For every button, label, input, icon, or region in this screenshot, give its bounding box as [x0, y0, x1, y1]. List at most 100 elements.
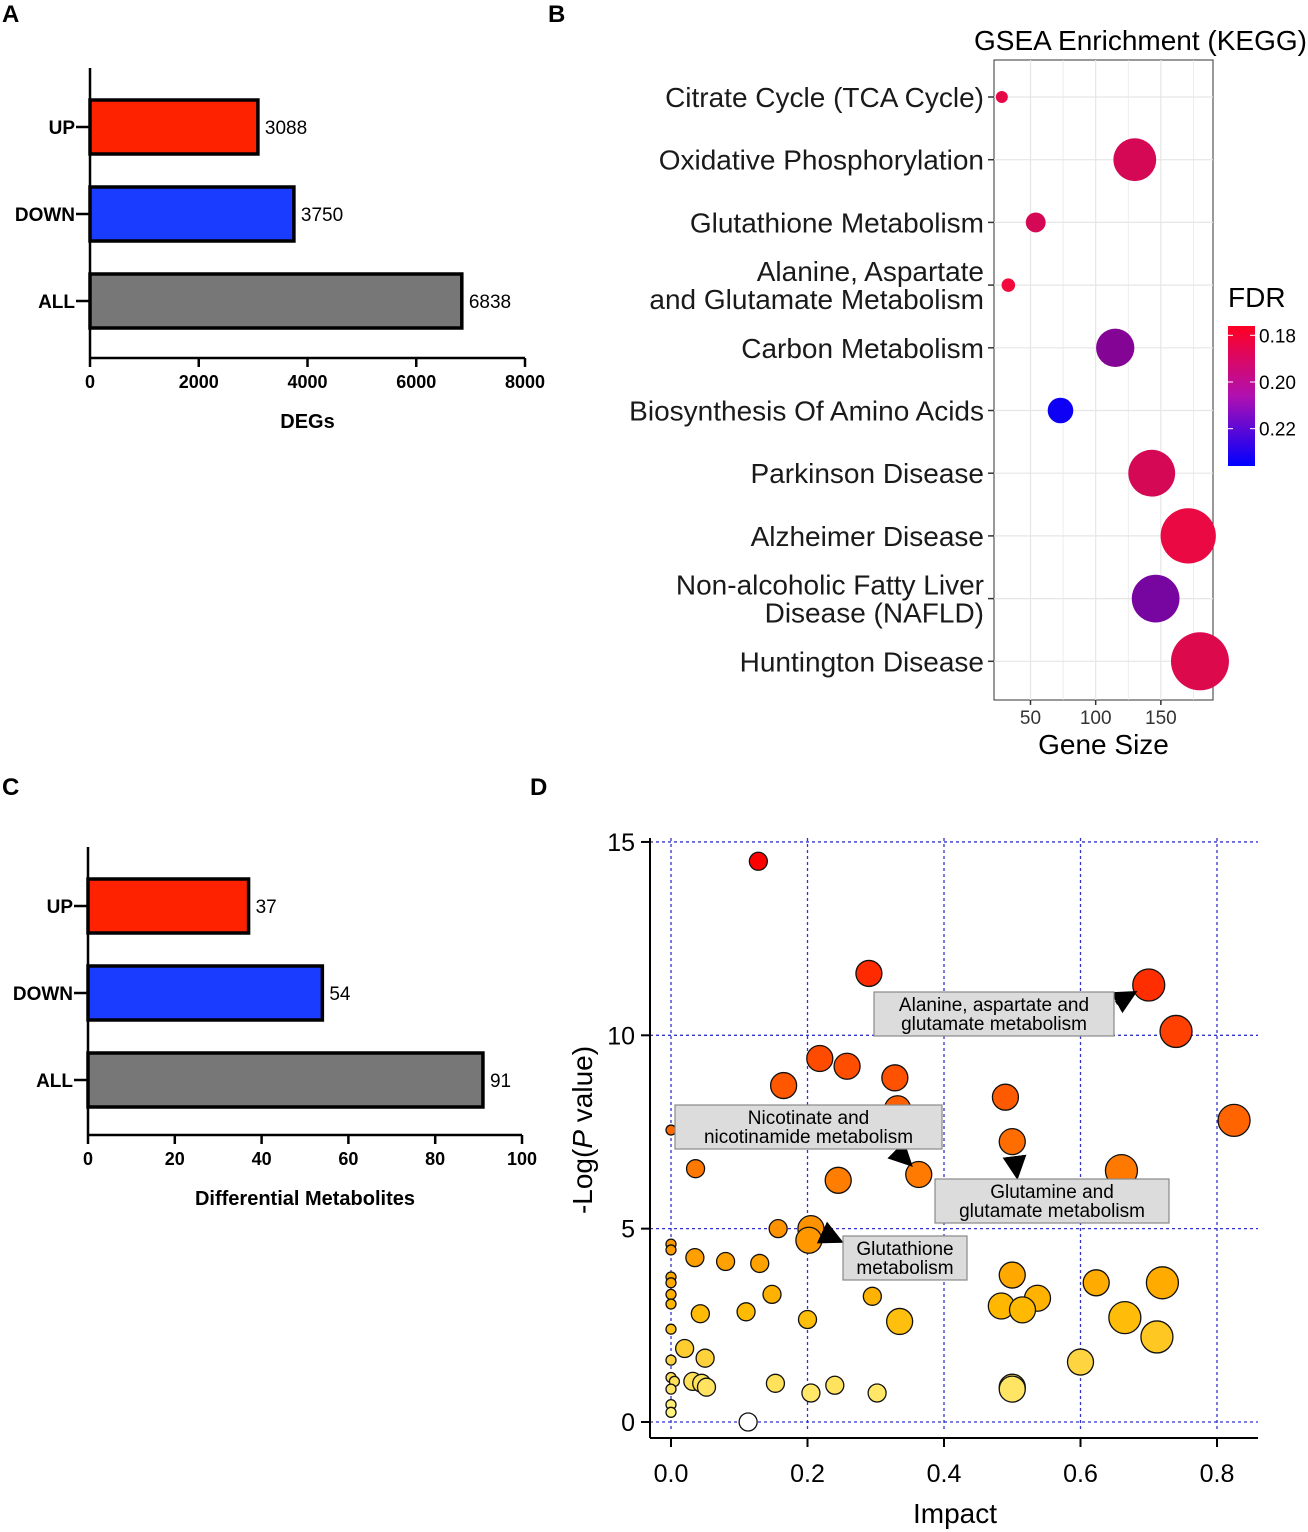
bar-down — [86, 964, 325, 1022]
annotation-text: Nicotinate and — [748, 1108, 869, 1129]
gsea-bubble — [1131, 574, 1180, 623]
metabolite-pathway-point — [769, 1071, 798, 1100]
pathway-label: Disease (NAFLD) — [765, 598, 984, 629]
metabolite-pathway-point — [998, 1375, 1026, 1403]
bar-down — [88, 185, 296, 243]
legend-tick-label: 0.22 — [1259, 420, 1296, 441]
x-tick-label: 0 — [85, 372, 95, 392]
metabolite-pathway-point — [1108, 1300, 1142, 1335]
annotation-box — [674, 1104, 943, 1150]
x-tick-label: 8000 — [505, 372, 545, 392]
x-tick-label: 6000 — [396, 372, 436, 392]
metabolite-pathway-point — [665, 1298, 677, 1310]
bar-all — [86, 1051, 485, 1109]
x-tick-label: 100 — [1080, 708, 1112, 729]
annotation-text: Alanine, aspartate and — [899, 995, 1089, 1016]
panel-letter-c: C — [2, 774, 19, 801]
metabolite-pathway-point — [885, 1307, 914, 1336]
legend-tick-label: 0.20 — [1259, 373, 1296, 394]
annotation-arrow — [1110, 991, 1138, 1014]
metabolite-pathway-point — [695, 1348, 715, 1368]
pathway-label: Oxidative Phosphorylation — [659, 145, 984, 176]
panel-letter-b: B — [548, 1, 565, 28]
category-label: DOWN — [15, 205, 75, 226]
metabolite-pathway-point — [748, 851, 769, 871]
x-tick-label: 2000 — [179, 372, 219, 392]
x-tick-label: 0.8 — [1200, 1460, 1235, 1488]
metabolite-pathway-point — [801, 1383, 821, 1403]
x-tick-label: 0.0 — [654, 1460, 689, 1488]
annotation-text: metabolism — [856, 1258, 953, 1279]
metabolite-pathway-point — [738, 1412, 758, 1432]
bar-value-label: 6838 — [469, 292, 511, 313]
y-tick-label: 0 — [621, 1409, 635, 1437]
x-tick-label: 40 — [252, 1149, 272, 1169]
y-axis-title-part: -Log( — [567, 1148, 598, 1214]
category-label: UP — [49, 118, 76, 139]
pathway-label: Alzheimer Disease — [751, 521, 984, 552]
x-axis-title: Gene Size — [1038, 729, 1169, 760]
y-axis-title-part: P — [567, 1130, 598, 1149]
metabolite-pathway-point — [685, 1248, 705, 1268]
metabolite-pathway-point — [750, 1253, 770, 1274]
x-tick-label: 60 — [338, 1149, 358, 1169]
bar-value-label: 37 — [256, 897, 277, 918]
category-label: UP — [47, 897, 74, 918]
annotation-box — [873, 991, 1115, 1037]
y-axis-title-part: value) — [567, 1046, 598, 1130]
metabolite-pathway-point — [998, 1261, 1026, 1289]
metabolite-pathway-point — [715, 1251, 736, 1272]
metabolite-pathway-point — [665, 1244, 677, 1256]
x-tick-label: 20 — [165, 1149, 185, 1169]
plot-panel — [993, 59, 1214, 701]
metabolite-pathway-point — [736, 1302, 756, 1322]
bar-up — [86, 877, 251, 935]
legend-tick-label: 0.18 — [1259, 326, 1296, 347]
pathway-label: Biosynthesis Of Amino Acids — [629, 396, 984, 427]
annotation-text: Glutathione — [856, 1239, 953, 1260]
gsea-bubble — [1025, 212, 1046, 233]
metabolite-pathway-point — [665, 1323, 677, 1335]
x-tick-label: 0.2 — [790, 1460, 825, 1488]
metabolite-pathway-point — [855, 959, 883, 988]
x-tick-label: 50 — [1020, 708, 1041, 729]
metabolite-pathway-point — [867, 1383, 887, 1403]
bar-up — [88, 98, 260, 156]
legend-title: FDR — [1228, 282, 1286, 313]
y-tick-label: 5 — [621, 1216, 635, 1244]
metabolite-pathway-point — [690, 1304, 710, 1324]
metabolite-pathway-point — [824, 1166, 852, 1194]
metabolite-pathway-point — [825, 1375, 845, 1395]
pathway-label: and Glutamate Metabolism — [649, 284, 984, 315]
metabolite-pathway-point — [1132, 968, 1166, 1002]
metabolite-pathway-point — [991, 1083, 1020, 1111]
category-label: ALL — [36, 1071, 73, 1092]
gsea-bubble — [1160, 508, 1216, 564]
chart-title: GSEA Enrichment (KEGG) — [974, 25, 1307, 56]
metabolite-pathway-point — [833, 1052, 861, 1080]
x-tick-label: 0 — [83, 1149, 93, 1169]
x-tick-label: 80 — [425, 1149, 445, 1169]
metabolite-pathway-point — [665, 1383, 677, 1395]
metabolite-pathway-point — [685, 1159, 706, 1179]
x-tick-label: 100 — [507, 1149, 537, 1169]
y-axis-title: -Log(P value) — [567, 1046, 598, 1214]
metabolites-bar-chart: 37 UP 54 DOWN 91 ALL 0 20 40 60 80 100 Differential … — [13, 847, 537, 1210]
metabolite-pathway-point — [795, 1226, 823, 1254]
metabolite-pathway-point — [881, 1064, 909, 1092]
x-tick-label: 150 — [1145, 708, 1177, 729]
bar-value-label: 3088 — [265, 118, 307, 139]
x-axis-title: Impact — [913, 1498, 997, 1529]
gsea-bubble — [995, 91, 1008, 103]
category-label: ALL — [38, 292, 75, 313]
metabolite-pathway-point — [768, 1219, 788, 1239]
metabolite-pathway-point — [665, 1277, 677, 1289]
metabolite-pathway-point — [665, 1354, 677, 1366]
metabolite-pathway-point — [806, 1044, 834, 1073]
metabolite-pathway-point — [862, 1286, 882, 1306]
x-tick-label: 4000 — [287, 372, 327, 392]
pathway-label: Parkinson Disease — [751, 458, 984, 489]
x-tick-label: 0.6 — [1063, 1460, 1098, 1488]
metabolite-pathway-point — [1159, 1014, 1193, 1049]
